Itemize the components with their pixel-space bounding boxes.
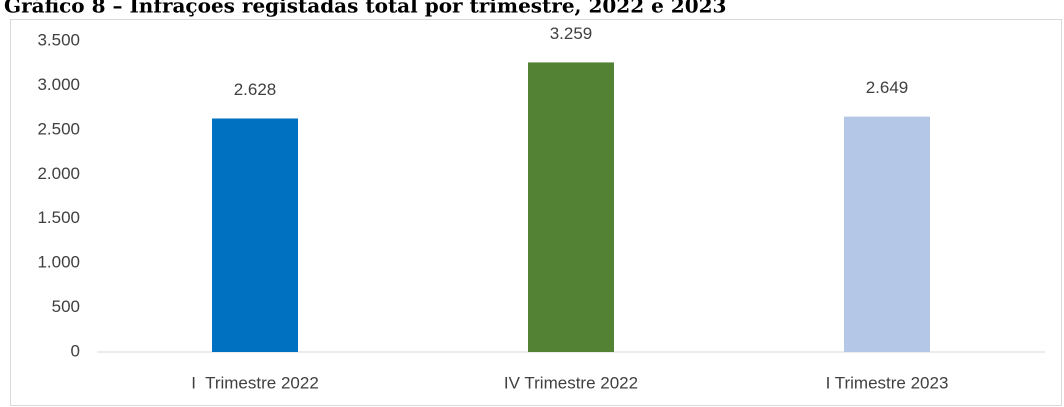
x-tick-label: I Trimestre 2023 <box>826 373 949 392</box>
y-tick-label: 500 <box>52 297 80 316</box>
y-tick-label: 3.000 <box>37 75 80 94</box>
bar <box>844 116 930 352</box>
chart-title: Gráfico 8 – Infrações registadas total p… <box>4 0 726 18</box>
x-tick-label: I Trimestre 2022 <box>191 373 319 392</box>
data-label: 3.259 <box>550 24 593 43</box>
y-tick-label: 1.000 <box>37 253 80 272</box>
y-tick-label: 3.500 <box>37 30 80 49</box>
y-tick-label: 0 <box>71 341 80 360</box>
data-label: 2.628 <box>234 80 277 99</box>
bar <box>212 118 298 352</box>
y-tick-label: 2.500 <box>37 119 80 138</box>
y-tick-label: 2.000 <box>37 164 80 183</box>
bar <box>528 62 614 352</box>
data-label: 2.649 <box>866 78 909 97</box>
y-tick-label: 1.500 <box>37 208 80 227</box>
x-tick-label: IV Trimestre 2022 <box>504 373 638 392</box>
